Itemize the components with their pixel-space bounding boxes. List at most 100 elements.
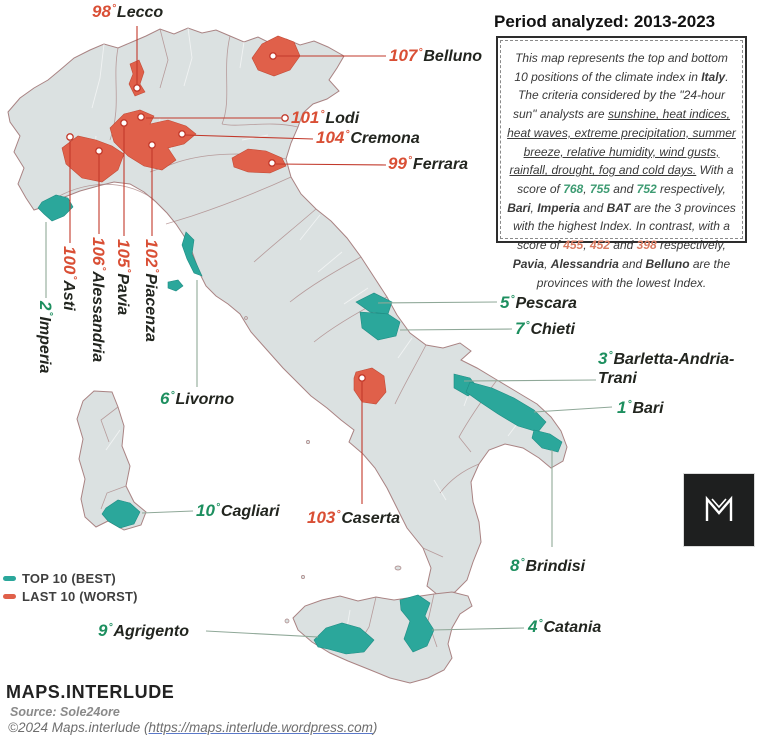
degree-icon: ° [149, 268, 160, 273]
legend-item-last10: LAST 10 (WORST) [3, 587, 138, 605]
legend: TOP 10 (BEST) LAST 10 (WORST) [3, 569, 138, 605]
legend-swatch-best [3, 575, 16, 581]
degree-icon: ° [525, 320, 530, 331]
label-barletta-andria-trani: 3°Barletta-Andria-Trani [598, 349, 756, 389]
city-name: Lodi [325, 110, 360, 127]
rank: 103 [307, 508, 336, 527]
province-ferrara [231, 148, 287, 174]
city-name: Agrigento [113, 623, 190, 640]
rank: 5 [500, 293, 510, 312]
copyright-line: ©2024 Maps.interlude (https://maps.inter… [8, 720, 377, 735]
degree-icon: ° [608, 350, 613, 361]
rank: 106 [89, 237, 108, 266]
province-cagliari [101, 499, 141, 529]
label-bari: 1°Bari [617, 398, 664, 419]
label-piacenza: 102°Piacenza [140, 239, 161, 342]
degree-icon: ° [345, 129, 350, 140]
label-imperia: 2°Imperia [34, 301, 55, 373]
legend-label: TOP 10 (BEST) [22, 570, 116, 586]
city-name: Caserta [341, 510, 401, 527]
rank: 104 [316, 128, 345, 147]
degree-icon: ° [111, 3, 116, 14]
city-name: Pavia [114, 273, 131, 316]
degree-icon: ° [67, 275, 78, 280]
province-livorno-elba [167, 279, 184, 292]
provinces-asti-alessandria [61, 135, 125, 183]
label-pavia: 105°Pavia [112, 239, 133, 315]
province-catania [399, 594, 435, 653]
label-cagliari: 10°Cagliari [196, 501, 280, 522]
city-name: Asti [60, 280, 77, 311]
city-name: Lecco [116, 4, 164, 21]
best-provinces [37, 194, 563, 655]
city-name: Ferrara [412, 156, 469, 173]
rank: 102 [142, 239, 161, 268]
city-name: Imperia [36, 316, 53, 374]
label-lecco: 98°Lecco [92, 2, 163, 23]
leader-lines-worst [66, 26, 387, 504]
degree-icon: ° [407, 155, 412, 166]
city-name: Barletta-Andria-Trani [598, 351, 735, 387]
degree-icon: ° [336, 509, 341, 520]
small-island [394, 565, 402, 571]
legend-item-top10: TOP 10 (BEST) [3, 569, 138, 587]
rank: 101 [291, 108, 320, 127]
rank: 4 [528, 617, 538, 636]
degree-icon: ° [538, 618, 543, 629]
degree-icon: ° [510, 294, 515, 305]
label-alessandria: 106°Alessandria [87, 237, 108, 362]
degree-icon: ° [170, 390, 175, 401]
degree-icon: ° [520, 557, 525, 568]
degree-icon: ° [96, 266, 107, 271]
city-name: Catania [543, 619, 602, 636]
website-url[interactable]: https://maps.interlude.wordpress.com [148, 720, 373, 735]
small-island [284, 618, 290, 624]
label-caserta: 103°Caserta [307, 508, 400, 529]
rank: 2 [36, 301, 55, 311]
city-name: Livorno [175, 391, 235, 408]
maps-interlude-logo [683, 473, 755, 547]
rank: 105 [114, 239, 133, 268]
legend-label: LAST 10 (WORST) [22, 588, 138, 604]
label-asti: 100°Asti [58, 246, 79, 311]
rank: 107 [389, 46, 418, 65]
province-pescara [355, 292, 393, 315]
rank: 7 [515, 319, 525, 338]
city-name: Chieti [530, 321, 575, 338]
label-ferrara: 99°Ferrara [388, 154, 468, 175]
degree-icon: ° [320, 109, 325, 120]
city-name: Belluno [423, 48, 483, 65]
brand-title: MAPS.INTERLUDE [6, 682, 175, 702]
sardinia [76, 390, 147, 531]
sicily [292, 591, 473, 684]
label-cremona: 104°Cremona [316, 128, 420, 149]
monogram-m-icon [705, 495, 733, 521]
city-name: Alessandria [89, 271, 106, 363]
degree-icon: ° [108, 622, 113, 633]
label-chieti: 7°Chieti [515, 319, 575, 340]
landmasses [7, 27, 568, 684]
degree-icon: ° [43, 311, 54, 316]
label-lodi: 101°Lodi [291, 108, 359, 129]
rank: 1 [617, 398, 627, 417]
small-island [306, 440, 310, 444]
small-island [244, 316, 248, 320]
degree-icon: ° [627, 399, 632, 410]
period-title: Period analyzed: 2013-2023 [494, 12, 716, 31]
city-name: Pescara [515, 295, 577, 312]
label-pescara: 5°Pescara [500, 293, 577, 314]
legend-swatch-worst [3, 593, 16, 599]
province-brindisi [531, 429, 563, 453]
degree-icon: ° [418, 47, 423, 58]
description-box: This map represents the top and bottom 1… [496, 36, 747, 290]
city-name: Piacenza [142, 273, 159, 342]
rank: 8 [510, 556, 520, 575]
label-belluno: 107°Belluno [389, 46, 482, 67]
province-imperia [37, 194, 74, 222]
degree-icon: ° [215, 502, 220, 513]
province-chieti [359, 311, 401, 341]
label-brindisi: 8°Brindisi [510, 556, 585, 577]
province-agrigento [313, 622, 375, 655]
